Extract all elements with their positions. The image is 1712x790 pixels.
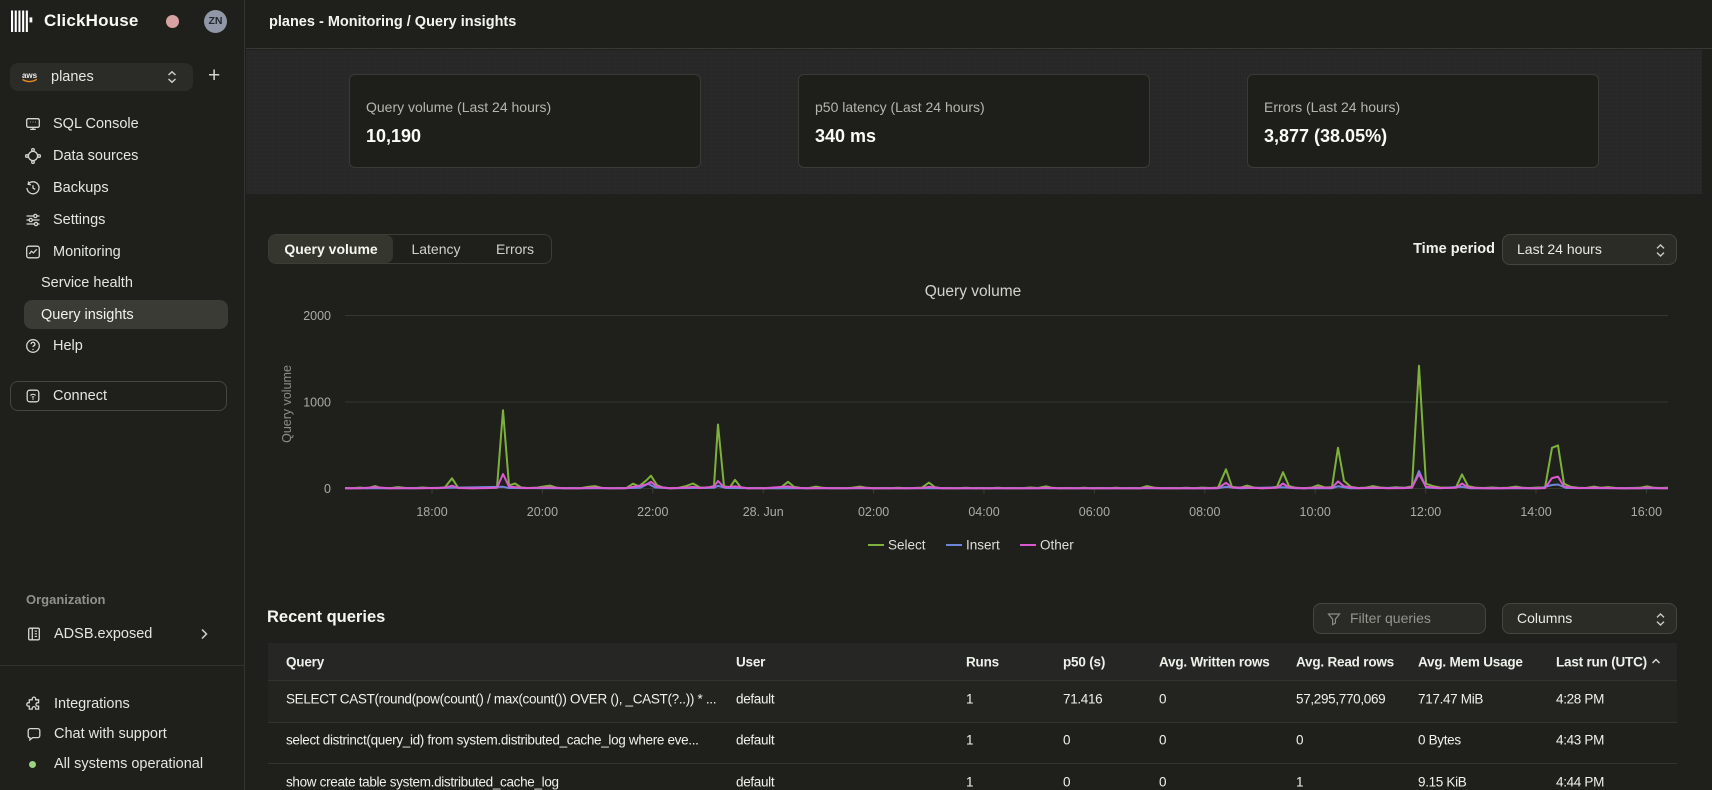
svg-text:Select: Select <box>888 538 926 553</box>
svg-text:2000: 2000 <box>303 309 331 323</box>
svg-text:18:00: 18:00 <box>416 505 447 519</box>
svg-text:20:00: 20:00 <box>527 505 558 519</box>
svg-text:16:00: 16:00 <box>1631 505 1662 519</box>
svg-text:28. Jun: 28. Jun <box>743 505 784 519</box>
svg-text:10:00: 10:00 <box>1300 505 1331 519</box>
svg-text:06:00: 06:00 <box>1079 505 1110 519</box>
svg-text:02:00: 02:00 <box>858 505 889 519</box>
svg-text:08:00: 08:00 <box>1189 505 1220 519</box>
svg-text:Query volume: Query volume <box>925 283 1021 300</box>
svg-text:04:00: 04:00 <box>968 505 999 519</box>
svg-text:aws: aws <box>22 71 38 80</box>
svg-text:Insert: Insert <box>966 538 1000 553</box>
svg-text:1000: 1000 <box>303 396 331 410</box>
svg-text:0: 0 <box>324 482 331 496</box>
svg-text:14:00: 14:00 <box>1520 505 1551 519</box>
svg-text:Other: Other <box>1040 538 1074 553</box>
svg-text:12:00: 12:00 <box>1410 505 1441 519</box>
svg-text:Query volume: Query volume <box>280 365 294 443</box>
svg-text:22:00: 22:00 <box>637 505 668 519</box>
